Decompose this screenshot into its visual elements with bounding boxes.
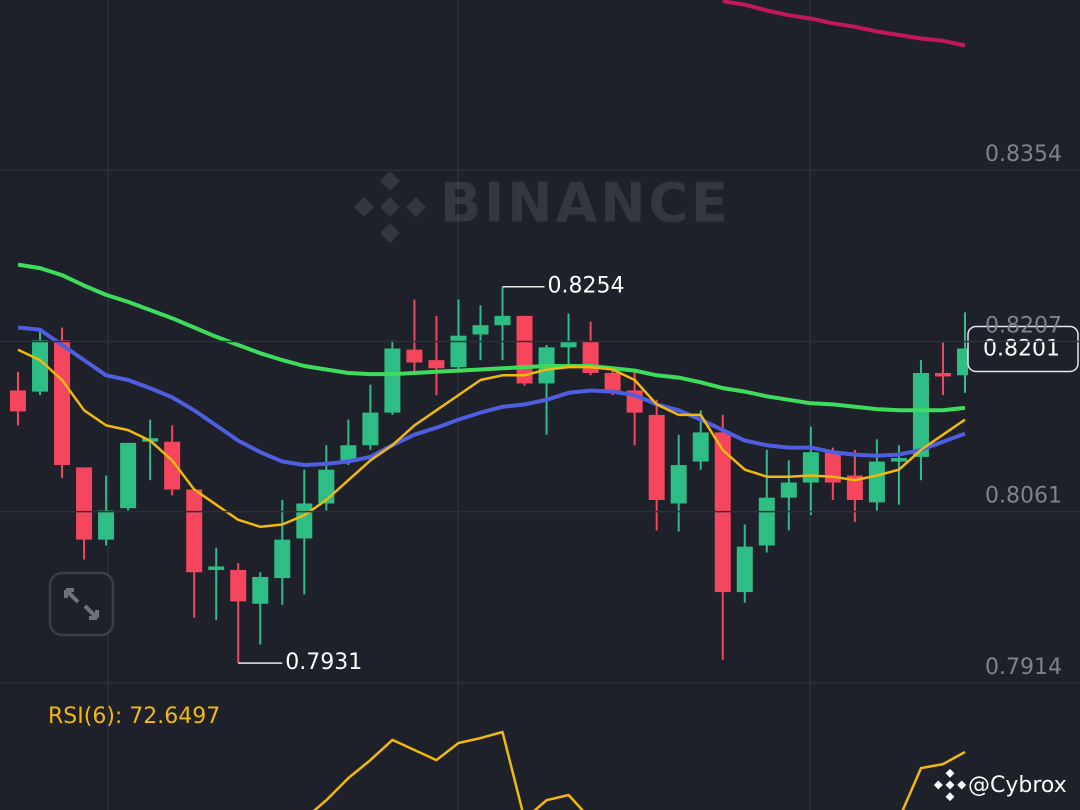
candle-body (868, 461, 885, 503)
candle-body (296, 503, 313, 539)
candle-body (54, 340, 71, 466)
rsi-line (312, 730, 966, 810)
candle-body (494, 315, 511, 326)
candle-body (736, 546, 753, 593)
candle-body (428, 360, 445, 369)
watermark-text: BINANCE (440, 172, 731, 235)
candle-body (120, 442, 137, 509)
candle-body (186, 489, 203, 573)
candle-body (362, 412, 379, 446)
high-label: 0.8254 (548, 274, 625, 299)
candle-body (780, 482, 797, 498)
rsi-label: RSI(6): 72.6497 (48, 704, 220, 729)
current-price-box (967, 325, 1079, 373)
candle-body (758, 497, 775, 546)
candle-body (912, 372, 929, 457)
candle-body (957, 348, 968, 376)
ma-line (722, 0, 966, 48)
candle-body (98, 510, 115, 540)
candle-body (824, 452, 841, 483)
candle-body (846, 475, 863, 501)
credit: @Cybrox (933, 768, 1067, 802)
ma-line (17, 262, 966, 413)
candle-body (890, 458, 907, 462)
y-tick-label: 0.8207 (985, 314, 1062, 339)
candle-body (384, 348, 401, 413)
candle-body (32, 340, 49, 392)
overlay: 0.8254 0.7931 0.8201 (238, 274, 1079, 675)
low-label: 0.7931 (285, 650, 362, 675)
candle-body (76, 467, 93, 540)
price-pane (10, 0, 968, 664)
candle-body (934, 372, 951, 377)
y-tick-label: 0.8354 (985, 142, 1062, 167)
current-price: 0.8201 (983, 336, 1060, 361)
candle-body (340, 445, 357, 461)
candle-body (274, 539, 291, 579)
candle-body (450, 335, 467, 368)
watermark-logo (354, 171, 426, 243)
candle-body (208, 566, 225, 570)
candle-body (560, 341, 577, 348)
candle-body (252, 576, 269, 604)
candle-body (802, 452, 819, 483)
candle-body (604, 372, 621, 391)
watermark: BINANCE (354, 171, 731, 243)
y-tick-label: 0.8061 (985, 484, 1062, 509)
candle-body (230, 569, 247, 602)
ma-line (17, 348, 966, 529)
y-tick-label: 0.7914 (985, 655, 1062, 680)
expand-button[interactable] (48, 571, 115, 637)
candle-body (472, 325, 489, 335)
candle-body (164, 441, 181, 490)
candle-body (648, 414, 665, 501)
rsi-pane (312, 730, 966, 810)
candle-body (692, 432, 709, 462)
candle-body (406, 349, 423, 363)
ma-line (17, 325, 966, 467)
credit-text: @Cybrox (968, 773, 1067, 798)
candle-body (670, 465, 687, 504)
candle-body (10, 390, 26, 412)
